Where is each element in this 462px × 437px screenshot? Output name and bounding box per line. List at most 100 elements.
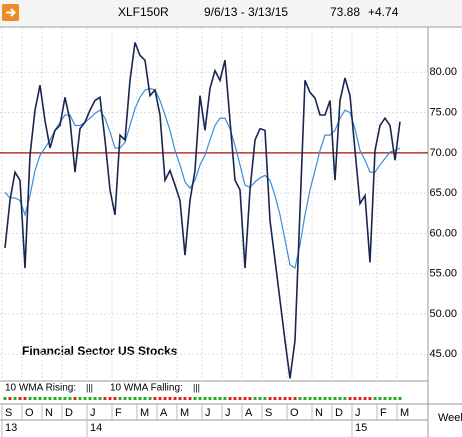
trend-dot: [13, 397, 17, 400]
y-tick-label: 50.00: [429, 308, 457, 320]
x-tick-label: J: [205, 407, 211, 419]
trend-dot: [33, 397, 37, 400]
y-tick-label: 45.00: [429, 348, 457, 360]
trend-dot: [268, 397, 272, 400]
trend-dot: [213, 397, 217, 400]
trend-dot: [398, 397, 402, 400]
x-tick-label: N: [45, 407, 53, 419]
trend-dot: [218, 397, 222, 400]
y-tick-label: 70.00: [429, 147, 457, 159]
trend-dot: [128, 397, 132, 400]
trend-dot: [148, 397, 152, 400]
trend-dot: [138, 397, 142, 400]
trend-dot: [283, 397, 287, 400]
y-tick-label: 80.00: [429, 66, 457, 78]
trend-dot: [233, 397, 237, 400]
x-tick-label: O: [25, 407, 34, 419]
trend-dot: [58, 397, 62, 400]
x-tick-label: M: [400, 407, 409, 419]
x-tick-label: M: [180, 407, 189, 419]
trend-dot: [368, 397, 372, 400]
trend-dot: [338, 397, 342, 400]
trend-dot: [73, 397, 77, 400]
indicator-label: 10 WMA Falling:: [110, 383, 183, 394]
trend-dot: [258, 397, 262, 400]
y-tick-label: 65.00: [429, 187, 457, 199]
trend-dot: [113, 397, 117, 400]
trend-dot: [173, 397, 177, 400]
trend-dot: [388, 397, 392, 400]
trend-dot: [178, 397, 182, 400]
x-tick-label: J: [225, 407, 231, 419]
trend-dot: [288, 397, 292, 400]
x-tick-label: M: [140, 407, 149, 419]
trend-dot: [68, 397, 72, 400]
trend-dot: [343, 397, 347, 400]
symbol: XLF150R: [118, 5, 169, 19]
trend-dot: [333, 397, 337, 400]
trend-dot: [8, 397, 12, 400]
trend-dot: [103, 397, 107, 400]
series-line: [4, 87, 401, 270]
trend-dot: [248, 397, 252, 400]
x-tick-label: A: [160, 407, 168, 419]
trend-dot: [18, 397, 22, 400]
trend-dot: [188, 397, 192, 400]
year-label: 15: [355, 422, 367, 434]
year-label: 13: [5, 422, 17, 434]
series-line: [4, 42, 401, 379]
trend-dot: [3, 397, 7, 400]
indicator-label: 10 WMA Rising:: [5, 383, 76, 394]
indicator-mark: |||: [86, 382, 93, 392]
y-tick-label: 75.00: [429, 106, 457, 118]
trend-dot: [78, 397, 82, 400]
trend-dot: [308, 397, 312, 400]
trend-dot: [143, 397, 147, 400]
trend-dot: [363, 397, 367, 400]
trend-dot: [323, 397, 327, 400]
trend-dot: [168, 397, 172, 400]
trend-dot: [373, 397, 377, 400]
trend-dot: [243, 397, 247, 400]
trend-dot: [253, 397, 257, 400]
trend-dot: [53, 397, 57, 400]
header-bar: [0, 0, 462, 26]
trend-dot: [208, 397, 212, 400]
trend-dot: [123, 397, 127, 400]
trend-dot: [98, 397, 102, 400]
trend-dot: [88, 397, 92, 400]
date-range: 9/6/13 - 3/13/15: [204, 5, 288, 19]
trend-dot: [358, 397, 362, 400]
trend-dot: [198, 397, 202, 400]
trend-dot: [93, 397, 97, 400]
change: +4.74: [368, 5, 399, 19]
x-tick-label: D: [335, 407, 343, 419]
x-tick-label: A: [245, 407, 253, 419]
x-tick-label: J: [355, 407, 361, 419]
trend-dot: [353, 397, 357, 400]
x-tick-label: S: [265, 407, 272, 419]
x-tick-label: F: [115, 407, 122, 419]
year-label: 14: [90, 422, 102, 434]
y-tick-label: 55.00: [429, 268, 457, 280]
trend-dot: [43, 397, 47, 400]
trend-dot: [238, 397, 242, 400]
trend-dot: [393, 397, 397, 400]
trend-dot: [108, 397, 112, 400]
trend-dot: [273, 397, 277, 400]
trend-dot: [278, 397, 282, 400]
trend-dot: [203, 397, 207, 400]
x-tick-label: O: [290, 407, 299, 419]
trend-dot: [133, 397, 137, 400]
y-tick-label: 60.00: [429, 227, 457, 239]
trend-dot: [228, 397, 232, 400]
trend-dot: [293, 397, 297, 400]
trend-dot: [23, 397, 27, 400]
x-tick-label: J: [90, 407, 96, 419]
trend-dot: [328, 397, 332, 400]
trend-dot: [223, 397, 227, 400]
x-tick-label: F: [380, 407, 387, 419]
trend-dot: [378, 397, 382, 400]
trend-dot: [158, 397, 162, 400]
arrow-icon: [6, 8, 16, 17]
